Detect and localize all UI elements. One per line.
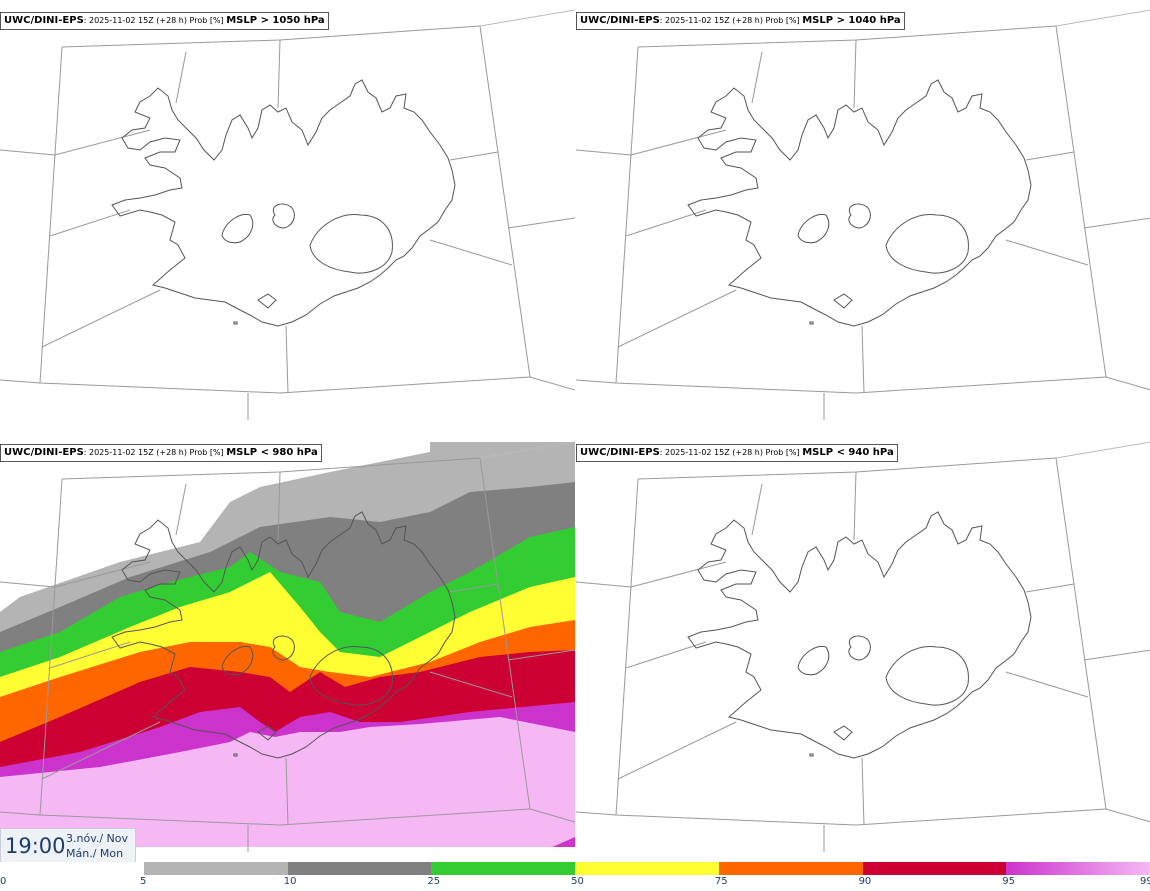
colorbar-tick-label: 10 <box>283 876 297 887</box>
probability-colorbar: 0 5 10 25 50 75 90 95 99 <box>0 862 1150 891</box>
run-meta: : 2025-11-02 15Z (+28 h) Prob [%] <box>659 16 803 25</box>
panel-title: UWC/DINI-EPS: 2025-11-02 15Z (+28 h) Pro… <box>576 444 898 462</box>
colorbar-tick-label: 95 <box>1002 876 1016 887</box>
colorbar-tick-label: 90 <box>858 876 872 887</box>
map-canvas <box>576 9 1150 421</box>
panel-title: UWC/DINI-EPS: 2025-11-02 15Z (+28 h) Pro… <box>0 12 329 30</box>
run-meta: : 2025-11-02 15Z (+28 h) Prob [%] <box>659 448 803 457</box>
map-canvas <box>0 441 575 864</box>
map-canvas <box>576 441 1150 853</box>
panel-title: UWC/DINI-EPS: 2025-11-02 15Z (+28 h) Pro… <box>576 12 905 30</box>
colorbar-tick-label: 25 <box>427 876 441 887</box>
colorbar-tick-label: 5 <box>140 876 147 887</box>
prob-band-99 <box>0 717 575 864</box>
model-name: UWC/DINI-EPS <box>4 15 84 26</box>
valid-time-box: 19:00 3.nóv./ Nov Mán./ Mon <box>0 828 136 864</box>
colorbar-segment <box>287 862 432 875</box>
threshold-label: MSLP > 1040 hPa <box>802 15 901 26</box>
colorbar-tick-label: 99 <box>1140 876 1150 887</box>
colorbar-segment <box>144 862 288 875</box>
valid-hour: 19:00 <box>5 834 66 858</box>
valid-date-line2: Mán./ Mon <box>66 847 124 860</box>
panel-title: UWC/DINI-EPS: 2025-11-02 15Z (+28 h) Pro… <box>0 444 322 462</box>
valid-date-line1: 3.nóv./ Nov <box>66 832 129 845</box>
map-panel-mslp-gt-1050: UWC/DINI-EPS: 2025-11-02 15Z (+28 h) Pro… <box>0 0 575 432</box>
colorbar-segment <box>575 862 719 875</box>
map-canvas <box>0 9 575 421</box>
model-name: UWC/DINI-EPS <box>4 447 84 458</box>
model-name: UWC/DINI-EPS <box>580 447 660 458</box>
map-panel-mslp-gt-1040: UWC/DINI-EPS: 2025-11-02 15Z (+28 h) Pro… <box>576 0 1150 432</box>
model-name: UWC/DINI-EPS <box>580 15 660 26</box>
threshold-label: MSLP < 980 hPa <box>226 447 318 458</box>
map-panel-mslp-lt-940: UWC/DINI-EPS: 2025-11-02 15Z (+28 h) Pro… <box>576 432 1150 864</box>
colorbar-segment <box>431 862 576 875</box>
colorbar-segment <box>718 862 863 875</box>
map-panel-mslp-lt-980: UWC/DINI-EPS: 2025-11-02 15Z (+28 h) Pro… <box>0 432 575 864</box>
run-meta: : 2025-11-02 15Z (+28 h) Prob [%] <box>83 448 227 457</box>
colorbar-segment <box>862 862 1007 875</box>
threshold-label: MSLP > 1050 hPa <box>226 15 325 26</box>
colorbar-tick-label: 50 <box>571 876 584 887</box>
valid-date: 3.nóv./ Nov Mán./ Mon <box>66 831 128 861</box>
colorbar-tick-label: 75 <box>714 876 728 887</box>
colorbar-tick-label: 0 <box>0 876 7 887</box>
colorbar-segment <box>1006 862 1150 875</box>
run-meta: : 2025-11-02 15Z (+28 h) Prob [%] <box>83 16 227 25</box>
colorbar-segment <box>0 862 144 875</box>
threshold-label: MSLP < 940 hPa <box>802 447 894 458</box>
